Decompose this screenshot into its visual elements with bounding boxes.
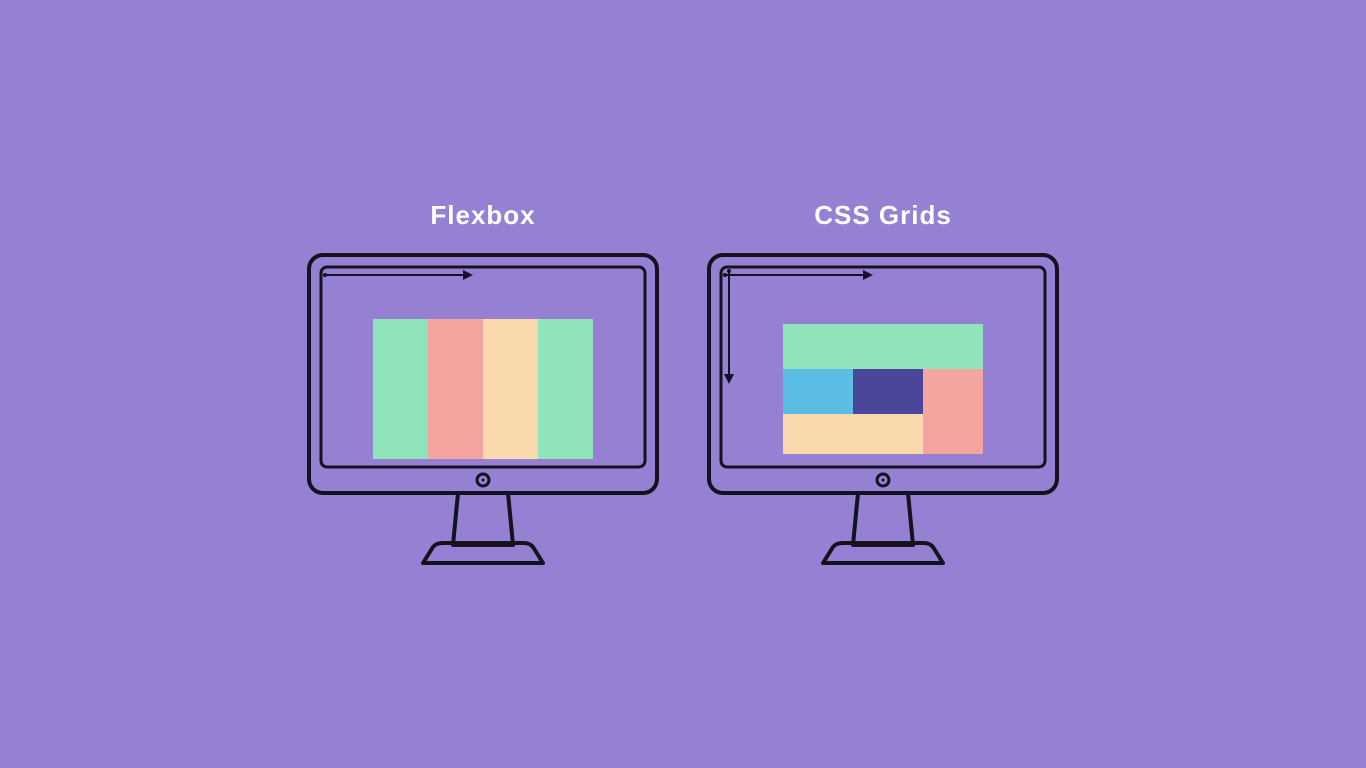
grid-cell-5 [783, 414, 923, 454]
cssgrids-screen [723, 269, 1043, 479]
grid-cell-3 [853, 369, 923, 414]
flexbox-monitor [303, 249, 663, 569]
flex-col-4 [538, 319, 593, 459]
cssgrids-cells [783, 324, 983, 454]
flexbox-title: Flexbox [430, 200, 535, 231]
cssgrids-monitor [703, 249, 1063, 569]
cssgrids-panel: CSS Grids [703, 200, 1063, 569]
arrow-right-icon [723, 269, 873, 281]
grid-cell-4 [923, 369, 983, 454]
flexbox-screen [323, 269, 643, 479]
flexbox-panel: Flexbox [303, 200, 663, 569]
arrow-right-icon [323, 269, 473, 281]
flex-col-2 [428, 319, 483, 459]
grid-cell-1 [783, 324, 983, 369]
cssgrids-title: CSS Grids [814, 200, 952, 231]
flexbox-columns [373, 319, 593, 459]
arrow-down-icon [723, 269, 735, 384]
grid-cell-2 [783, 369, 853, 414]
flex-col-1 [373, 319, 428, 459]
flex-col-3 [483, 319, 538, 459]
